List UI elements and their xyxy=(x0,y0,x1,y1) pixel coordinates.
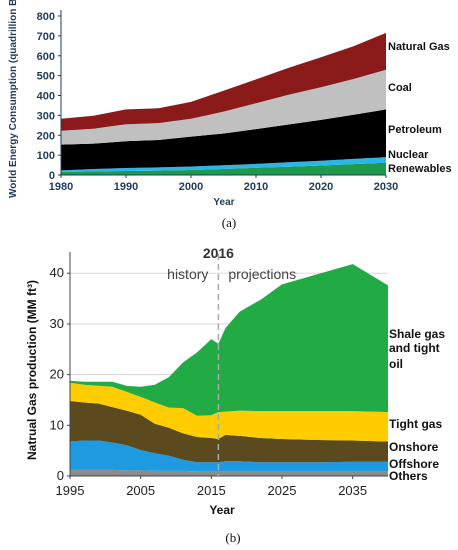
y-tick-label: 100 xyxy=(37,150,55,162)
series-label: Nuclear xyxy=(388,149,429,161)
series-label: Offshore xyxy=(389,457,439,471)
chart-b-xlabel: Year xyxy=(209,503,235,517)
series-label: Others xyxy=(389,469,428,483)
x-tick-label: 1980 xyxy=(49,181,73,193)
y-tick-label: 800 xyxy=(37,11,55,23)
x-tick-label: 2010 xyxy=(244,181,268,193)
chart-b-ylabel: Natrual Gas production (MM ft³) xyxy=(25,280,39,460)
series-label: Onshore xyxy=(389,440,439,454)
chart-b-caption: (b) xyxy=(225,530,240,545)
area-coal xyxy=(61,69,386,145)
series-label: Petroleum xyxy=(388,124,442,136)
divider-year-label: 2016 xyxy=(203,245,234,261)
area-natural-gas xyxy=(61,32,386,131)
chart-a: World Energy Consumption (quadrillion BT… xyxy=(8,0,452,230)
projections-label: projections xyxy=(228,266,296,282)
x-tick-label: 2000 xyxy=(179,181,203,193)
x-tick-label: 1990 xyxy=(114,181,138,193)
x-tick-label: 2025 xyxy=(268,483,297,498)
y-tick-label: 500 xyxy=(37,71,55,83)
y-tick-label: 0 xyxy=(49,170,55,182)
y-tick-label: 200 xyxy=(37,130,55,142)
chart-b: Natrual Gas production (MM ft³) Year (b)… xyxy=(25,245,445,545)
chart-a-ylabel: World Energy Consumption (quadrillion BT… xyxy=(8,0,19,198)
chart-a-caption: (a) xyxy=(222,215,236,230)
chart-a-xlabel: Year xyxy=(213,197,234,208)
series-label-line: oil xyxy=(389,357,403,371)
x-tick-label: 2035 xyxy=(338,483,367,498)
area-offshore xyxy=(70,440,388,472)
series-label-line: and tight xyxy=(389,341,440,355)
y-tick-label: 700 xyxy=(37,31,55,43)
x-tick-label: 2015 xyxy=(197,483,226,498)
x-tick-label: 1995 xyxy=(56,483,85,498)
y-tick-label: 10 xyxy=(50,417,64,432)
area-petroleum xyxy=(61,109,386,171)
y-tick-label: 0 xyxy=(57,468,64,483)
x-tick-label: 2030 xyxy=(374,181,398,193)
series-label: Natural Gas xyxy=(388,41,450,53)
y-tick-label: 40 xyxy=(50,265,64,280)
history-label: history xyxy=(167,266,208,282)
area-tight-gas xyxy=(70,382,388,442)
area-renewables xyxy=(61,162,386,175)
y-tick-label: 30 xyxy=(50,316,64,331)
area-others xyxy=(70,469,388,476)
y-tick-label: 20 xyxy=(50,367,64,382)
area-onshore xyxy=(70,401,388,463)
y-tick-label: 300 xyxy=(37,110,55,122)
area-shale-gas-and-tight-oil xyxy=(70,264,388,416)
series-label: Renewables xyxy=(388,163,452,175)
x-tick-label: 2020 xyxy=(309,181,333,193)
area-nuclear xyxy=(61,157,386,172)
y-tick-label: 600 xyxy=(37,51,55,63)
x-tick-label: 2005 xyxy=(126,483,155,498)
y-tick-label: 400 xyxy=(37,91,55,103)
series-label: Tight gas xyxy=(389,417,442,431)
series-label: Coal xyxy=(388,82,412,94)
series-label-line: Shale gas xyxy=(389,327,445,341)
